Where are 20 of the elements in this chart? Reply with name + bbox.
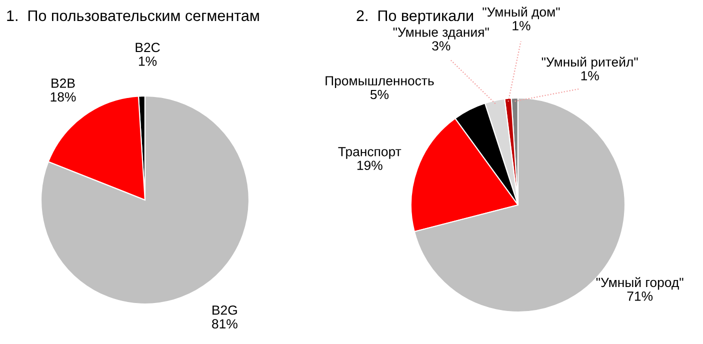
data-label: 5% [370, 90, 389, 100]
slice-label: "Умный город" [596, 277, 684, 290]
slice-label: Промышленность [326, 76, 434, 88]
slice-label: "Умный ритейл" [542, 56, 638, 70]
chart-title: 2. По вертикали [356, 10, 473, 24]
chart-title: 1. По пользовательским сегментам [7, 10, 259, 22]
data-label: 1% [512, 21, 530, 30]
data-label: 81% [212, 319, 238, 329]
data-label: 19% [357, 160, 382, 170]
slice-label: Транспорт [338, 147, 402, 159]
slice-label: "Умные здания" [393, 28, 489, 40]
data-label: 1% [138, 56, 157, 66]
slice-label: "Умный дом" [482, 6, 560, 20]
data-label: 3% [432, 41, 450, 51]
data-label: 18% [50, 92, 76, 102]
data-label: 71% [627, 292, 653, 301]
slice-label: B2G [212, 305, 237, 315]
data-label: 1% [581, 71, 599, 80]
slice-label: B2B [52, 78, 75, 88]
slice-label: B2C [136, 42, 160, 52]
